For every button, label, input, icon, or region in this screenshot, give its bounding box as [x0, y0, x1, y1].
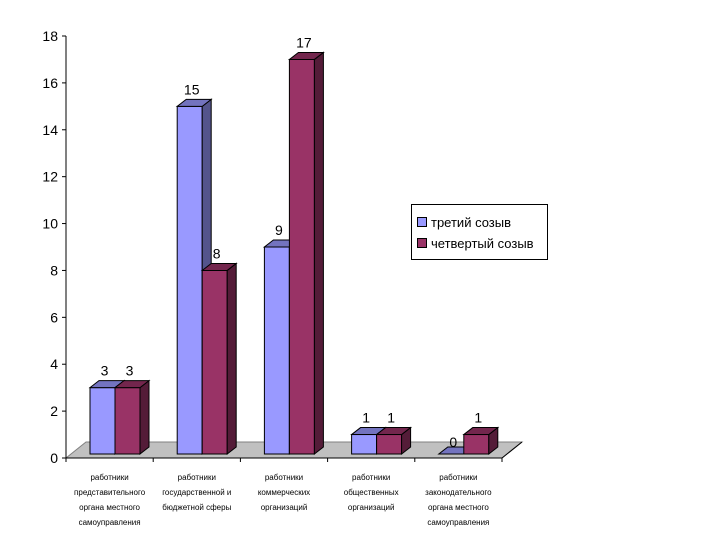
x-category-label: самоуправления — [427, 518, 489, 527]
legend-swatch-series-2 — [417, 238, 427, 248]
x-category-label: работники — [90, 473, 128, 482]
x-category-label: самоуправления — [79, 518, 141, 527]
bar-top — [462, 427, 500, 436]
data-label: 1 — [387, 410, 395, 426]
bar-front — [463, 434, 490, 455]
y-tick-label: 6 — [50, 309, 58, 325]
data-label: 3 — [101, 363, 109, 379]
y-tick-label: 16 — [42, 75, 58, 91]
data-label: 15 — [184, 81, 200, 97]
bar-top — [200, 262, 238, 271]
legend-label-series-2: четвертый созыв — [431, 235, 534, 251]
bar-side — [139, 379, 150, 456]
legend-item-series-1: третий созыв — [417, 214, 511, 230]
bar-front — [89, 387, 116, 455]
data-label: 8 — [213, 245, 221, 261]
bar-front — [114, 387, 141, 455]
x-category-label: работники — [352, 473, 390, 482]
data-label: 1 — [362, 410, 370, 426]
bar-front — [201, 269, 228, 455]
x-category-label: государственной и — [162, 488, 231, 497]
x-category-label: организаций — [261, 503, 308, 512]
bar-front — [263, 246, 290, 455]
bar-side — [226, 262, 237, 456]
x-category-label: коммерческих — [258, 488, 310, 497]
data-label: 17 — [296, 34, 312, 50]
x-category-label: бюджетной сферы — [162, 503, 231, 512]
data-label: 3 — [126, 363, 134, 379]
x-category-label: законодательного — [425, 488, 492, 497]
y-tick-label: 4 — [50, 356, 58, 372]
y-tick-label: 0 — [50, 450, 58, 466]
bar-top — [175, 98, 213, 107]
y-tick-label: 12 — [42, 169, 58, 185]
y-tick-label: 18 — [42, 28, 58, 44]
bar-front — [376, 434, 403, 455]
bar-front — [176, 105, 203, 455]
bar-front — [351, 434, 378, 455]
chart-legend: третий созыв четвертый созыв — [411, 204, 548, 260]
x-category-label: органа местного — [428, 503, 489, 512]
bar-top — [113, 380, 151, 389]
y-tick-label: 14 — [42, 122, 58, 138]
bar-side — [313, 51, 324, 456]
x-category-label: работники — [265, 473, 303, 482]
y-tick-label: 2 — [50, 403, 58, 419]
data-label: 1 — [474, 410, 482, 426]
x-category-label: работники — [178, 473, 216, 482]
x-axis-depth-line — [501, 441, 523, 459]
data-label: 9 — [275, 222, 283, 238]
x-category-label: органа местного — [79, 503, 140, 512]
y-tick-label: 8 — [50, 262, 58, 278]
x-category-label: работники — [439, 473, 477, 482]
legend-swatch-series-1 — [417, 217, 427, 227]
data-label: 0 — [449, 434, 457, 450]
x-category-label: общественных — [344, 488, 399, 497]
bar-top — [375, 427, 413, 436]
x-category-label: организаций — [348, 503, 395, 512]
y-tick-label: 10 — [42, 216, 58, 232]
legend-label-series-1: третий созыв — [431, 214, 512, 230]
bar-front — [288, 58, 315, 455]
x-category-label: представительного — [74, 488, 146, 497]
legend-item-series-2: четвертый созыв — [417, 235, 534, 251]
bar-top — [287, 51, 325, 60]
